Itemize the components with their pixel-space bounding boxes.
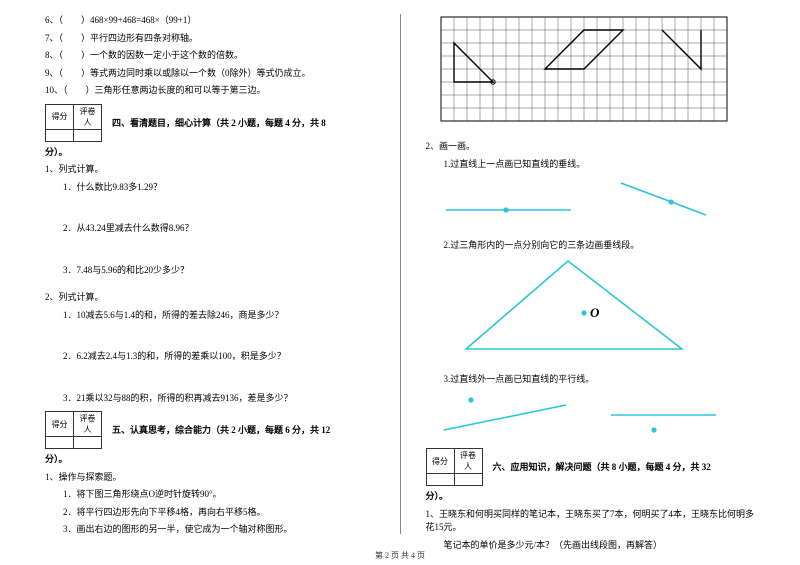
triangle-figure: O [426,257,736,357]
op-2: 2．将平行四边形先向下平移4格，再向右平移5格。 [45,506,375,520]
p2-1: 1．10减去5.6与1.4的和，所得的差去除246，商是多少？ [45,309,375,323]
draw-1: 1.过直线上一点画已知直线的垂线。 [426,158,756,172]
p2-2: 2．6.2减去2.4与1.3的和，所得的差乘以100，积是多少？ [45,350,375,364]
svg-text:O: O [590,305,600,320]
q9: 9、（ ）等式两边同时乘以或除以一个数（0除外）等式仍成立。 [45,67,375,81]
section-5-title-b: 分）。 [45,453,375,467]
op-1: 1．将下图三角形绕点O逆时针旋转90°。 [45,488,375,502]
section-6-title-b: 分）。 [426,490,756,504]
score-box-5: 得分评卷人 [45,411,102,449]
draw-title: 2、画一画。 [426,140,756,154]
q7: 7、（ ）平行四边形有四条对称轴。 [45,32,375,46]
section-4-title-b: 分）。 [45,146,375,160]
problem-2: 2、列式计算。 [45,291,375,305]
draw-3: 3.过直线外一点画已知直线的平行线。 [426,373,756,387]
p1-2: 2．从43.24里减去什么数得8.96？ [45,222,375,236]
p1-3: 3．7.48与5.96的和比20少多少？ [45,264,375,278]
parallel-figure [426,390,736,440]
perp-figure [426,175,736,223]
p1-1: 1．什么数比9.83多1.29？ [45,181,375,195]
grid-figure [436,14,736,126]
section-5-title: 五、认真思考，综合能力（共 2 小题，每题 6 分，共 12 [108,411,330,436]
p2-3: 3．21乘以32与88的积，所得的积再减去9136，差是多少？ [45,392,375,406]
op-3: 3．画出右边的图形的另一半，使它成为一个轴对称图形。 [45,523,375,537]
problem-1: 1、列式计算。 [45,163,375,177]
operation-title: 1、操作与探索题。 [45,471,375,485]
page-footer: 第 2 页 共 4 页 [0,550,800,561]
score-box-6: 得分评卷人 [426,448,483,486]
section-6-title: 六、应用知识，解决问题（共 8 小题，每题 4 分，共 32 [489,448,711,473]
column-divider [400,14,401,534]
score-box-4: 得分评卷人 [45,104,102,142]
app-1a: 1、王晓东和何明买同样的笔记本，王晓东买了7本，何明买了4本，王晓东比何明多花1… [426,508,756,535]
q10: 10、（ ）三角形任意两边长度的和可以等于第三边。 [45,84,375,98]
q8: 8、（ ）一个数的因数一定小于这个数的倍数。 [45,49,375,63]
q6: 6、（ ）468×99+468=468×（99+1） [45,14,375,28]
draw-2: 2.过三角形内的一点分别向它的三条边画垂线段。 [426,239,756,253]
section-4-title: 四、看清题目，细心计算（共 2 小题，每题 4 分，共 8 [108,104,326,129]
